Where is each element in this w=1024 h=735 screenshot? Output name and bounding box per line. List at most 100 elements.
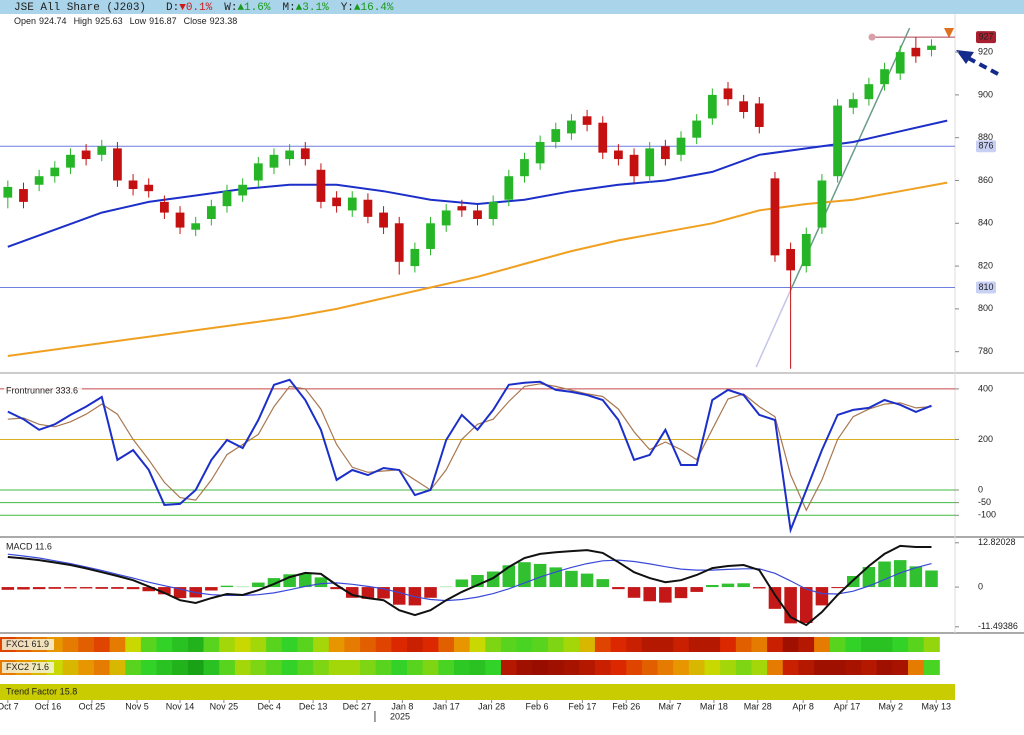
heat-cell xyxy=(313,660,330,675)
x-tick-label: Nov 5 xyxy=(125,701,149,711)
histogram-bar xyxy=(815,587,829,606)
heat-cell xyxy=(829,660,846,675)
heat-cell xyxy=(782,660,799,675)
heat-cell xyxy=(93,637,111,652)
heat-cell xyxy=(751,660,768,675)
histogram-bar xyxy=(690,587,703,592)
trend-band xyxy=(0,684,955,700)
y-tick-label: 0 xyxy=(978,484,983,494)
candle-body xyxy=(504,176,514,200)
candle-body xyxy=(316,169,326,202)
y-tick-label: 900 xyxy=(978,89,993,99)
heat-cell xyxy=(78,660,95,675)
heat-cell xyxy=(422,660,439,675)
y-tick-label: -50 xyxy=(978,497,991,507)
trendline xyxy=(755,289,792,368)
heat-cell xyxy=(610,637,627,652)
heat-cell xyxy=(814,637,831,652)
histogram-bar xyxy=(158,587,171,595)
y-tick-label: 840 xyxy=(978,218,993,228)
pointer-arrow xyxy=(967,56,999,76)
candle-body xyxy=(441,210,451,226)
candle-body xyxy=(817,180,827,228)
heat-cell xyxy=(908,637,925,652)
candle-body xyxy=(191,223,201,230)
candle-body xyxy=(895,52,905,74)
histogram-bar xyxy=(205,587,218,591)
macd-line xyxy=(7,544,932,627)
heat-cell xyxy=(313,637,330,652)
candle-body xyxy=(206,206,216,219)
candle-body xyxy=(222,191,232,207)
x-tick-label: Oct 7 xyxy=(0,701,19,711)
x-tick-label: Apr 17 xyxy=(834,701,861,711)
change-value: ▲16.4% xyxy=(354,2,394,14)
histogram-bar xyxy=(721,583,735,588)
histogram-bar xyxy=(878,561,891,588)
heat-cell xyxy=(454,637,471,652)
heat-cell xyxy=(297,637,314,652)
heat-cell xyxy=(579,637,596,652)
heat-cell xyxy=(594,660,612,675)
heat-cell xyxy=(438,637,455,652)
heat-cell xyxy=(516,637,533,652)
candle-body xyxy=(97,146,107,155)
heat-cell xyxy=(829,637,846,652)
indicator-line xyxy=(7,383,932,512)
heat-cell xyxy=(297,660,314,675)
candle-body xyxy=(880,69,889,85)
y-tick-label: 920 xyxy=(978,46,993,56)
heat-cell xyxy=(328,660,345,675)
histogram-bar xyxy=(267,578,281,588)
heat-cell xyxy=(720,637,737,652)
x-tick-label: Mar 7 xyxy=(659,701,682,711)
x-tick-label: May 2 xyxy=(879,701,904,711)
heat-cell xyxy=(845,637,862,652)
candle-body xyxy=(551,129,561,142)
heat-cell xyxy=(673,660,690,675)
heat-cell xyxy=(923,660,940,675)
signal-marker xyxy=(944,28,954,38)
heat-cell xyxy=(391,660,408,675)
candle-body xyxy=(160,201,169,213)
x-tick-label: Feb 26 xyxy=(612,701,640,711)
histogram-bar xyxy=(314,577,328,588)
histogram-bar xyxy=(126,587,140,590)
x-tick-label: Dec 13 xyxy=(299,701,328,711)
heat-cell xyxy=(407,637,424,652)
heat-cell xyxy=(861,660,878,675)
heat-label-bg xyxy=(2,639,54,650)
heat-cell xyxy=(454,660,471,675)
histogram-bar xyxy=(925,570,938,588)
heat-cell xyxy=(500,660,518,675)
heat-cell xyxy=(140,637,158,652)
heat-cell xyxy=(266,637,283,652)
histogram-bar xyxy=(64,587,77,589)
heat-cell xyxy=(641,637,659,652)
heat-cell xyxy=(187,637,205,652)
heat-cell xyxy=(641,660,659,675)
ohlc-value: 916.87 xyxy=(149,16,177,26)
histogram-bar xyxy=(800,587,813,624)
heat-cell xyxy=(109,637,126,652)
heat-cell xyxy=(62,637,79,652)
candle-body xyxy=(285,150,295,160)
heat-label: FXC2 71.6 xyxy=(6,662,49,672)
candle-body xyxy=(864,84,874,100)
candle-body xyxy=(269,154,279,168)
x-tick-label: May 13 xyxy=(921,701,951,711)
level-box xyxy=(976,281,996,294)
y-tick-label: 860 xyxy=(978,175,993,185)
histogram-bar xyxy=(565,570,578,588)
candle-body xyxy=(770,178,780,256)
histogram-bar xyxy=(345,587,359,598)
candle-body xyxy=(739,101,749,113)
histogram-bar xyxy=(424,587,437,598)
histogram-bar xyxy=(737,583,750,588)
histogram-bar xyxy=(846,576,860,588)
candle-body xyxy=(801,233,811,267)
heat-cell xyxy=(547,660,565,675)
heat-cell xyxy=(626,660,643,675)
histogram-bar xyxy=(627,587,641,598)
candle-body xyxy=(754,103,764,127)
